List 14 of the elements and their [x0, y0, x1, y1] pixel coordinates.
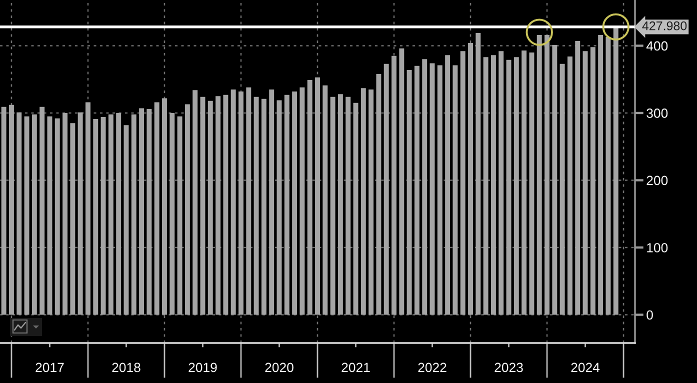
- x-tick-label: 2018: [112, 362, 140, 372]
- x-tick-label: 2019: [188, 362, 217, 372]
- x-tick-label: 2024: [571, 362, 600, 372]
- y-tick-label: 0: [646, 310, 653, 320]
- y-tick-label: 300: [646, 108, 668, 118]
- x-tick-label: 2022: [418, 362, 446, 372]
- x-tick-label: 2020: [265, 362, 294, 372]
- x-tick-label: 2021: [342, 362, 370, 372]
- x-tick-label: 2023: [494, 362, 523, 372]
- ref-line-label: 427.980: [642, 21, 687, 30]
- x-tick-label: 2017: [36, 362, 64, 372]
- y-tick-label: 200: [646, 176, 668, 186]
- y-tick-label: 400: [646, 41, 668, 51]
- y-tick-label: 100: [647, 243, 668, 252]
